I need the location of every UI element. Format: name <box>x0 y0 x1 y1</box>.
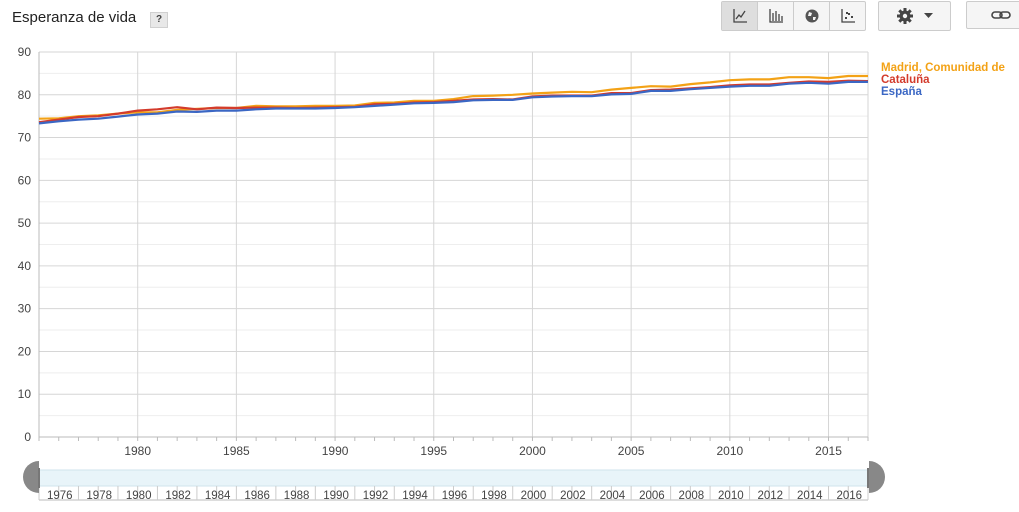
navigator-tick-label: 1988 <box>284 490 310 502</box>
range-handle-left-bar <box>38 468 40 488</box>
x-tick-label: 1985 <box>223 444 250 458</box>
y-tick-label: 70 <box>18 131 32 145</box>
gear-icon <box>897 8 913 24</box>
series-line-madrid[interactable] <box>38 74 868 120</box>
x-tick-label: 1995 <box>420 444 447 458</box>
legend-entry-madrid[interactable]: Madrid, Comunidad de <box>881 62 1005 74</box>
scatter-icon <box>840 9 855 23</box>
y-tick-label: 80 <box>18 88 32 102</box>
navigator-tick-label: 1990 <box>323 490 349 502</box>
map-button[interactable] <box>794 2 830 30</box>
navigator-tick-label: 1976 <box>47 490 73 502</box>
range-selector-track[interactable] <box>38 469 869 487</box>
legend-entry-cataluna[interactable]: Cataluña <box>881 74 930 86</box>
link-icon <box>991 11 1011 19</box>
line-chart-button[interactable] <box>722 2 758 30</box>
navigator-tick-label: 2012 <box>758 490 784 502</box>
navigator-tick-label: 1984 <box>205 490 231 502</box>
navigator-tick-label: 2014 <box>797 490 823 502</box>
y-tick-label: 10 <box>18 387 32 401</box>
navigator-tick-label: 1982 <box>165 490 191 502</box>
navigator-tick-label: 1978 <box>86 490 112 502</box>
share-link-button[interactable] <box>966 1 1019 29</box>
page-title: Esperanza de vida <box>12 9 137 26</box>
x-tick-label: 2010 <box>716 444 743 458</box>
legend-entry-espana[interactable]: España <box>881 86 922 98</box>
x-tick-label: 2015 <box>815 444 842 458</box>
y-tick-label: 30 <box>18 302 32 316</box>
navigator-tick-label: 1994 <box>402 490 428 502</box>
y-tick-label: 20 <box>18 344 32 358</box>
scatter-button[interactable] <box>830 2 865 30</box>
x-tick-label: 1980 <box>124 444 151 458</box>
range-handle-right[interactable] <box>869 461 885 493</box>
navigator-tick-label: 2002 <box>560 490 586 502</box>
navigator-tick-label: 2016 <box>836 490 862 502</box>
settings-button[interactable] <box>878 1 951 31</box>
range-handle-right-bar <box>867 468 869 488</box>
x-tick-label: 2000 <box>519 444 546 458</box>
navigator-tick-label: 1986 <box>244 490 270 502</box>
y-tick-label: 60 <box>18 173 32 187</box>
series-line-cataluna[interactable] <box>38 79 869 124</box>
navigator-tick-label: 2010 <box>718 490 744 502</box>
legend: Madrid, Comunidad de Cataluña España <box>881 62 1005 98</box>
help-button[interactable]: ? <box>150 12 168 28</box>
navigator-tick-label: 2008 <box>679 490 705 502</box>
y-tick-label: 0 <box>24 430 31 444</box>
range-handle-left[interactable] <box>23 461 39 493</box>
navigator-tick-label: 2004 <box>600 490 626 502</box>
chart-type-toolbar <box>721 1 866 31</box>
navigator-tick-label: 1980 <box>126 490 152 502</box>
navigator-tick-label: 2006 <box>639 490 665 502</box>
navigator-tick-label: 1992 <box>363 490 389 502</box>
bar-chart-icon <box>768 9 783 23</box>
y-tick-label: 50 <box>18 216 32 230</box>
x-tick-label: 2005 <box>618 444 645 458</box>
line-chart-icon <box>732 9 747 23</box>
y-tick-label: 90 <box>18 45 32 59</box>
bar-chart-button[interactable] <box>758 2 794 30</box>
series-line-espana[interactable] <box>38 80 868 125</box>
x-tick-label: 1990 <box>322 444 349 458</box>
chevron-down-icon <box>924 13 933 18</box>
navigator-tick-label: 1996 <box>442 490 468 502</box>
navigator-tick-label: 1998 <box>481 490 507 502</box>
y-tick-label: 40 <box>18 259 32 273</box>
globe-icon <box>805 9 818 23</box>
navigator-tick-label: 2000 <box>521 490 547 502</box>
